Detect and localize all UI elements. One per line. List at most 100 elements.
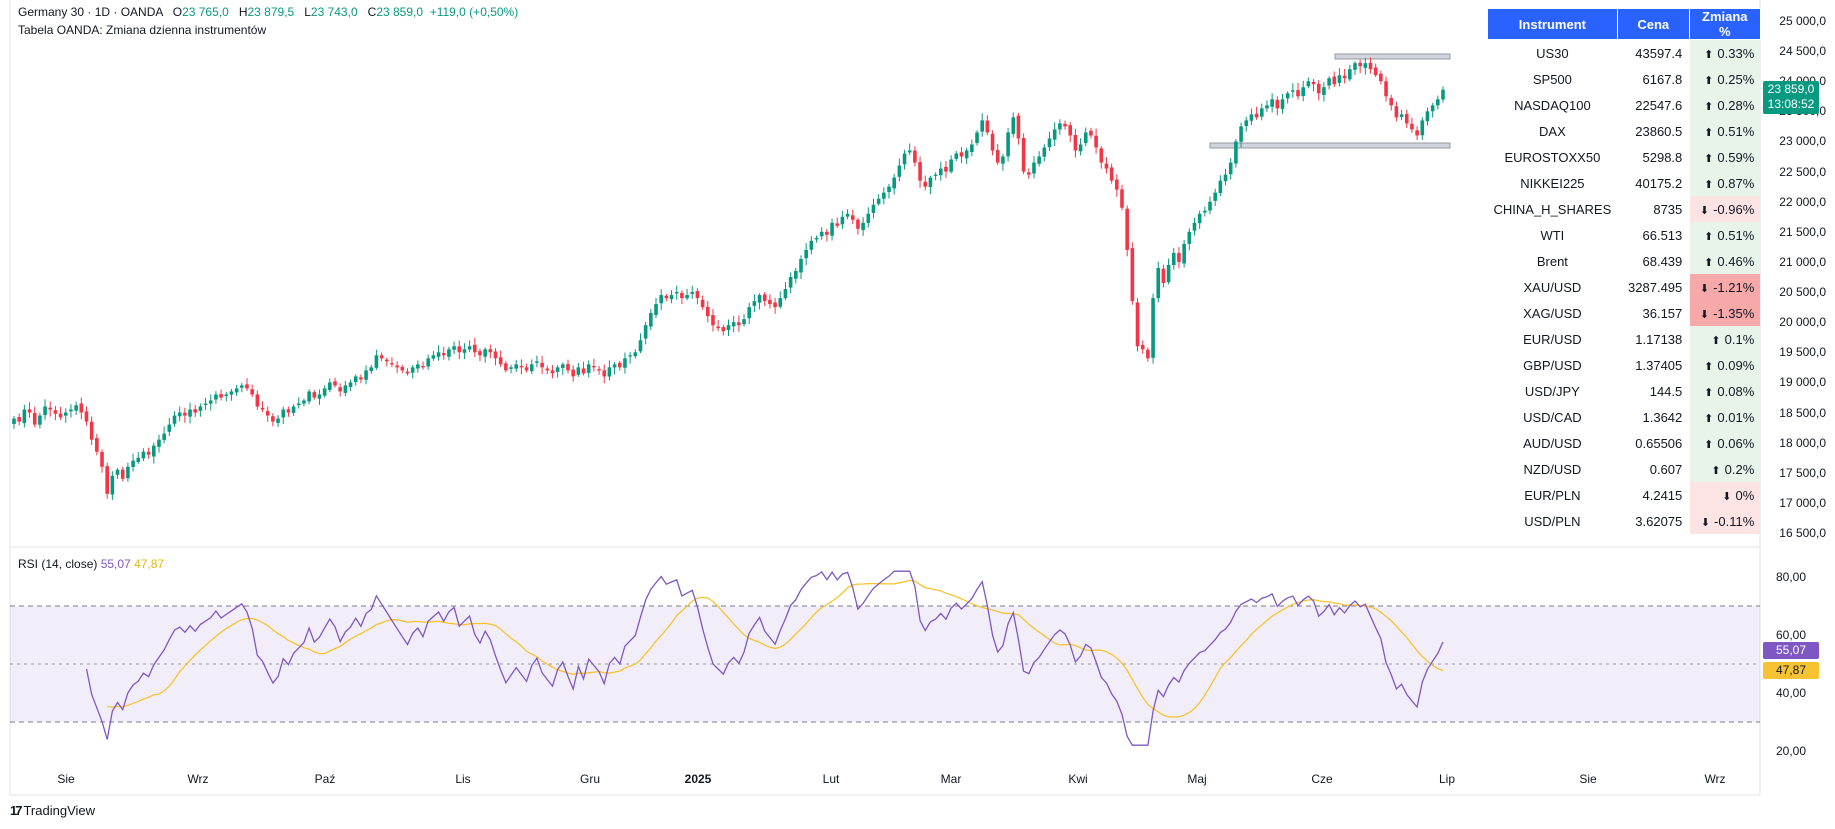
candle-body [597, 369, 601, 371]
table-row: Brent 68.439 ⬆ 0.46% [1488, 248, 1761, 274]
arrow-up-icon: ⬆ [1704, 100, 1714, 113]
candle-body [1208, 201, 1212, 211]
rsi-legend-title[interactable]: RSI (14, close) [18, 557, 98, 571]
candle-body [819, 231, 824, 237]
price-axis-label: 20 000,0 [1779, 315, 1826, 330]
low-label: L [304, 5, 311, 19]
candle-body [721, 327, 726, 332]
instrument-change: ⬆ 0.09% [1688, 352, 1761, 378]
candle-body [1171, 252, 1176, 266]
instrument-change: ⬆ 0.2% [1688, 456, 1761, 482]
candle-body [964, 150, 969, 159]
time-axis-label: 2025 [684, 772, 712, 786]
rsi-legend[interactable]: RSI (14, close) 55,07 47,87 [18, 557, 164, 571]
instrument-price: 43597.4 [1635, 45, 1683, 61]
candle-body [32, 412, 37, 425]
candle-body [22, 409, 27, 424]
price-axis-label: 25 000,0 [1779, 14, 1826, 28]
candle-body [633, 352, 638, 357]
candle-body [892, 177, 896, 189]
candle-body [1259, 108, 1264, 117]
candle-body [695, 291, 700, 299]
candle-body [198, 406, 203, 411]
candle-body [830, 222, 834, 236]
candle-body [602, 370, 607, 377]
candle-body [328, 382, 332, 390]
candlestick-series [12, 57, 1445, 500]
instrument-change: ⬇ -0.11% [1688, 508, 1761, 534]
arrow-down-icon: ⬇ [1699, 204, 1710, 217]
high-value: 23 879,5 [247, 5, 295, 19]
table-header-row: Instrument Cena Zmiana % [1487, 8, 1761, 40]
instrument-price: 40175.2 [1635, 175, 1683, 191]
candle-body [1342, 75, 1347, 79]
instrument-price: 4.2415 [1642, 487, 1683, 503]
symbol-title[interactable]: Germany 30 · 1D · OANDA [18, 5, 163, 19]
price-axis-label: 21 500,0 [1779, 224, 1826, 239]
instrument-name: Brent [1536, 253, 1568, 269]
candle-body [907, 150, 912, 153]
candle-body [1115, 179, 1119, 190]
candle-body [623, 358, 627, 368]
table-row: AUD/USD 0.65506 ⬆ 0.06% [1488, 430, 1761, 456]
support-zone[interactable] [1209, 142, 1451, 149]
candle-body [861, 222, 865, 230]
candle-body [1058, 123, 1062, 130]
price-axis-label: 16 500,0 [1779, 526, 1826, 540]
instrument-name: SP500 [1532, 71, 1572, 87]
instrument-change: ⬆ 0.25% [1688, 66, 1761, 92]
candle-body [1270, 99, 1274, 107]
resistance-zone[interactable] [1334, 53, 1451, 60]
candle-body [276, 418, 280, 423]
candle-body [177, 412, 182, 417]
instrument-name: EUROSTOXX50 [1504, 149, 1601, 165]
arrow-up-icon: ⬆ [1704, 412, 1714, 425]
instrument-name: USD/CAD [1523, 409, 1582, 425]
candle-body [74, 405, 78, 411]
candle-body [1011, 117, 1016, 134]
candle-body [856, 219, 860, 229]
candle-body [1306, 81, 1311, 87]
candle-body [1249, 114, 1254, 121]
candle-body [1420, 120, 1425, 136]
candle-body [1032, 162, 1036, 174]
instrument-price: 1.37405 [1635, 357, 1683, 373]
candle-body [1327, 78, 1331, 86]
candle-body [1223, 174, 1228, 182]
candle-body [141, 451, 146, 459]
indicator-subtitle[interactable]: Tabela OANDA: Zmiana dzienna instrumentó… [18, 23, 267, 37]
arrow-up-icon: ⬆ [1704, 126, 1714, 139]
change-text: 0.28% [1717, 97, 1755, 113]
tradingview-logo[interactable]: 17 TradingView [10, 803, 95, 818]
instrument-name: NIKKEI225 [1520, 175, 1585, 191]
instrument-price: 144.5 [1649, 383, 1683, 399]
candle-body [1073, 134, 1078, 151]
candle-body [674, 292, 679, 294]
candle-body [664, 295, 669, 299]
candle-body [115, 469, 120, 475]
candle-body [970, 144, 974, 153]
candle-body [343, 385, 348, 393]
symbol-header[interactable]: Germany 30 · 1D · OANDA O23 765,0 H23 87… [18, 5, 518, 19]
candle-body [151, 445, 156, 457]
instrument-change: ⬆ 0.01% [1688, 404, 1761, 430]
candle-body [234, 388, 239, 393]
candle-body [1130, 248, 1135, 302]
candle-body [514, 364, 519, 369]
candle-body [1094, 135, 1098, 148]
time-axis-label: Lip [1438, 772, 1456, 786]
candle-body [1187, 231, 1192, 244]
candle-body [845, 213, 850, 217]
candle-body [1384, 81, 1388, 97]
candle-body [990, 133, 995, 151]
instrument-name: GBP/USD [1523, 357, 1582, 373]
candle-body [576, 367, 581, 375]
candle-body [1265, 105, 1269, 109]
candle-body [809, 240, 814, 250]
price-axis-label: 18 000,0 [1779, 435, 1826, 450]
candle-body [1363, 63, 1368, 68]
candle-body [214, 394, 218, 400]
candle-body [944, 166, 948, 172]
